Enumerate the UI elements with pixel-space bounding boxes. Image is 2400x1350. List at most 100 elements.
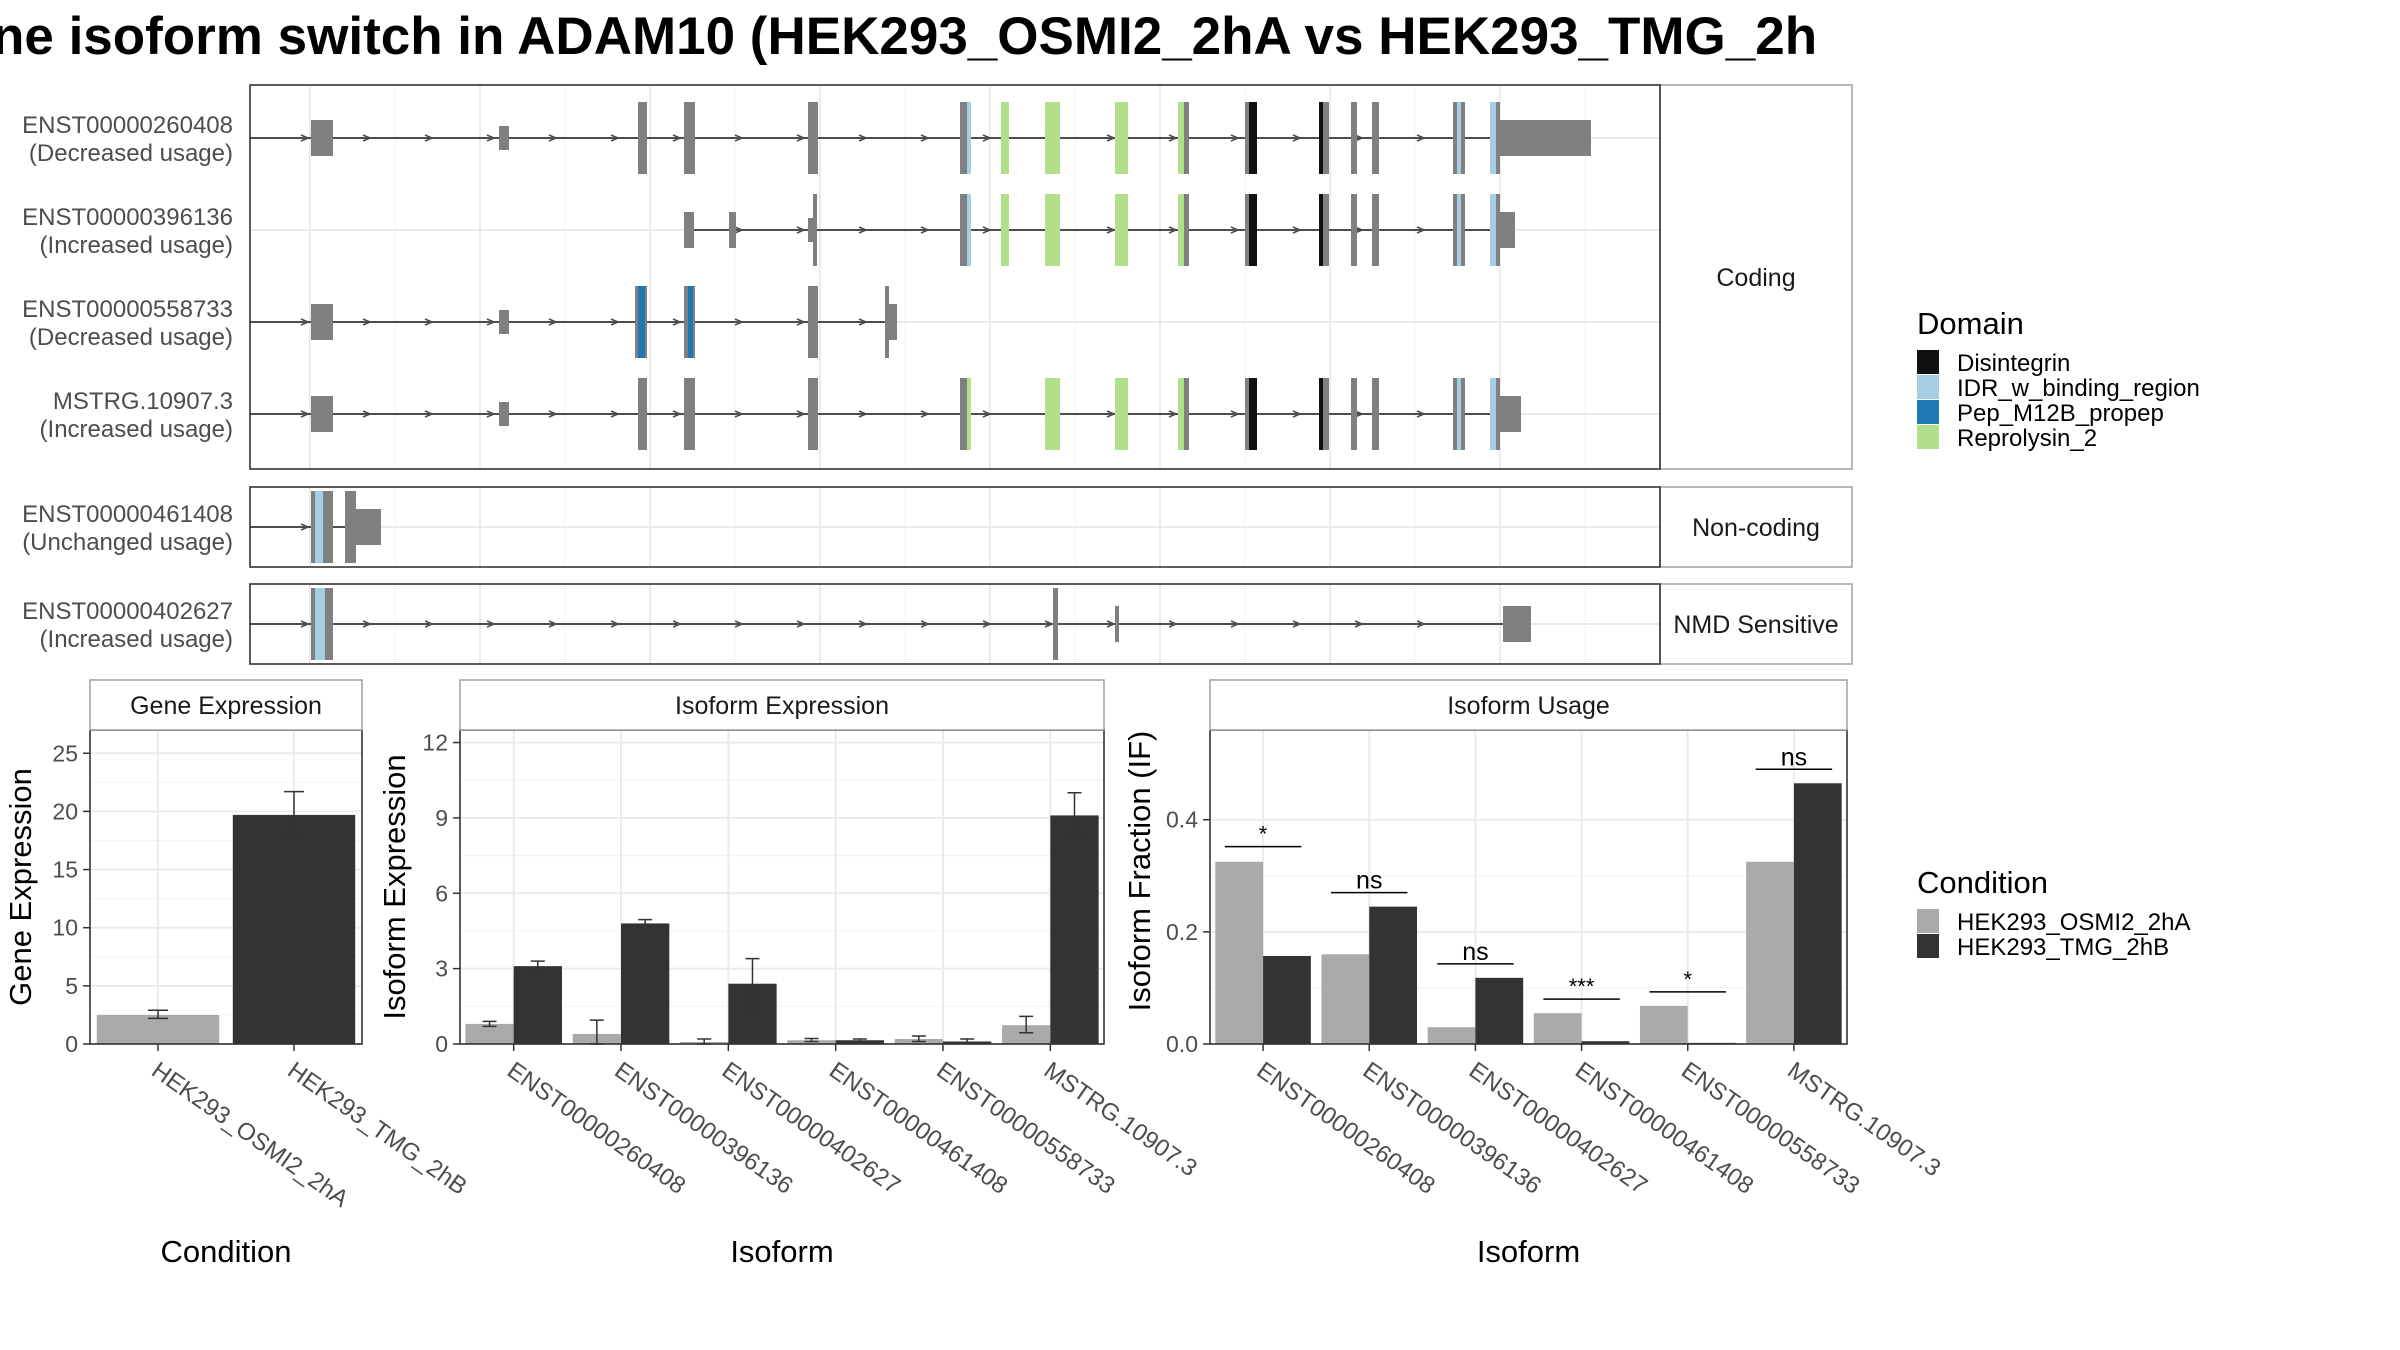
intron-direction-arrow (1168, 410, 1179, 418)
error-bar (852, 1038, 867, 1043)
plot-background (1210, 730, 1847, 1044)
y-tick-label: 9 (435, 805, 448, 831)
intron-direction-arrow (362, 620, 373, 628)
legend-swatch (1917, 375, 1939, 399)
domain-Reprolysin_2 (1178, 378, 1184, 450)
facet-strip-label: Non-coding (1692, 514, 1820, 542)
domain-IDR_w_binding_region (1490, 102, 1496, 174)
intron-direction-arrow (1106, 134, 1117, 142)
isoform-usage-label: (Unchanged usage) (22, 529, 233, 556)
x-axis-title: Isoform (730, 1234, 833, 1269)
intron-direction-arrow (920, 410, 931, 418)
isoform-usage-label: (Decreased usage) (29, 324, 233, 351)
error-bar (1019, 1015, 1034, 1034)
error-bar (911, 1035, 926, 1043)
bar-MSTRG.10907.3-HEK293_OSMI2_2hA (1746, 861, 1794, 1044)
exon (1184, 102, 1189, 174)
bar-HEK293_TMG_2hB (232, 814, 356, 1044)
legend-swatch (1917, 909, 1939, 933)
intron-direction-arrow (1292, 134, 1303, 142)
domain-Reprolysin_2 (1115, 102, 1128, 174)
error-bar (1067, 792, 1082, 837)
exon (808, 218, 813, 242)
exon (1372, 194, 1379, 266)
bar-ENST00000558733-HEK293_OSMI2_2hA (1639, 1005, 1688, 1044)
facet-strip-label: Coding (1716, 264, 1795, 292)
x-axis-title: Isoform (1477, 1234, 1580, 1269)
intron-direction-arrow (1230, 620, 1241, 628)
isoform-id-label: MSTRG.10907.3 (53, 388, 233, 415)
intron-direction-arrow (486, 620, 497, 628)
exon (638, 102, 647, 174)
exon (1503, 606, 1531, 642)
exon (885, 286, 889, 358)
y-tick-label: 15 (52, 857, 78, 883)
domain-IDR_w_binding_region (967, 194, 971, 266)
structure-facet-non-coding: Non-coding ENST00000461408(Unchanged usag… (22, 486, 1853, 568)
domain-IDR_w_binding_region (1457, 102, 1461, 174)
exon (1245, 378, 1249, 450)
intron-direction-arrow (486, 134, 497, 142)
intron-direction-arrow (672, 410, 683, 418)
domain-IDR_w_binding_region (967, 102, 971, 174)
intron-direction-arrow (1168, 620, 1179, 628)
exon (693, 286, 695, 358)
exon (345, 491, 356, 563)
x-tick-label: ENST00000461408 (1570, 1057, 1758, 1200)
isoform-id-label: ENST00000260408 (22, 112, 233, 139)
exon (813, 194, 817, 266)
panel-title-strip (459, 679, 1105, 731)
y-tick-label: 0.0 (1166, 1031, 1198, 1057)
intron-direction-arrow (548, 318, 559, 326)
error-bar (284, 790, 304, 838)
exon (960, 378, 967, 450)
facet-strip (1659, 486, 1853, 568)
legend-title: Condition (1917, 865, 2048, 900)
exon (1184, 378, 1189, 450)
panel-title-strip (89, 679, 363, 731)
bar-ENST00000461408-HEK293_OSMI2_2hA (1533, 1013, 1582, 1044)
intron-direction-arrow (982, 620, 993, 628)
exon (1500, 212, 1515, 248)
intron-direction-arrow (796, 318, 807, 326)
significance-label: * (1683, 967, 1692, 992)
facet-border (249, 583, 1661, 665)
domain-Disintegrin (1319, 102, 1323, 174)
intron-direction-arrow (1292, 410, 1303, 418)
y-axis-title: Isoform Fraction (IF) (1122, 731, 1157, 1012)
isoform-usage-label: (Increased usage) (40, 232, 233, 259)
domain-Reprolysin_2 (1178, 194, 1184, 266)
x-tick-label: ENST00000558733 (932, 1057, 1120, 1200)
bar-ENST00000396136-HEK293_TMG_2hB (1369, 906, 1418, 1044)
domain-Reprolysin_2 (1178, 102, 1184, 174)
panel-title-strip (1209, 679, 1848, 731)
y-tick-label: 25 (52, 740, 78, 766)
bar-ENST00000396136-HEK293_OSMI2_2hA (1321, 954, 1370, 1044)
intron-direction-arrow (424, 620, 435, 628)
exon (311, 491, 315, 563)
y-tick-label: 20 (52, 798, 78, 824)
exon (729, 212, 736, 248)
chart-isoform-expression: 036912ENST00000260408ENST00000396136ENST… (377, 679, 1202, 1269)
legend-label: IDR_w_binding_region (1957, 375, 2200, 402)
intron-direction-arrow (1416, 226, 1427, 234)
x-tick-label: ENST00000402627 (717, 1057, 905, 1200)
intron-direction-arrow (1168, 226, 1179, 234)
domain-Disintegrin (1249, 102, 1257, 174)
intron-direction-arrow (1106, 410, 1117, 418)
significance-label: ns (1356, 867, 1382, 895)
exon (311, 120, 333, 156)
intron-direction-arrow (362, 134, 373, 142)
error-bar (148, 1009, 168, 1020)
intron-direction-arrow (796, 620, 807, 628)
y-tick-label: 0 (65, 1031, 78, 1057)
intron-direction-arrow (796, 134, 807, 142)
facet-border (249, 84, 1661, 470)
error-bar (638, 918, 653, 928)
x-tick-label: ENST00000260408 (1252, 1057, 1440, 1200)
intron-direction-arrow (920, 226, 931, 234)
bar-MSTRG.10907.3-HEK293_OSMI2_2hA (1002, 1025, 1051, 1044)
structure-facet-nmd-sensitive: NMD Sensitive ENST00000402627(Increased u… (22, 583, 1853, 665)
